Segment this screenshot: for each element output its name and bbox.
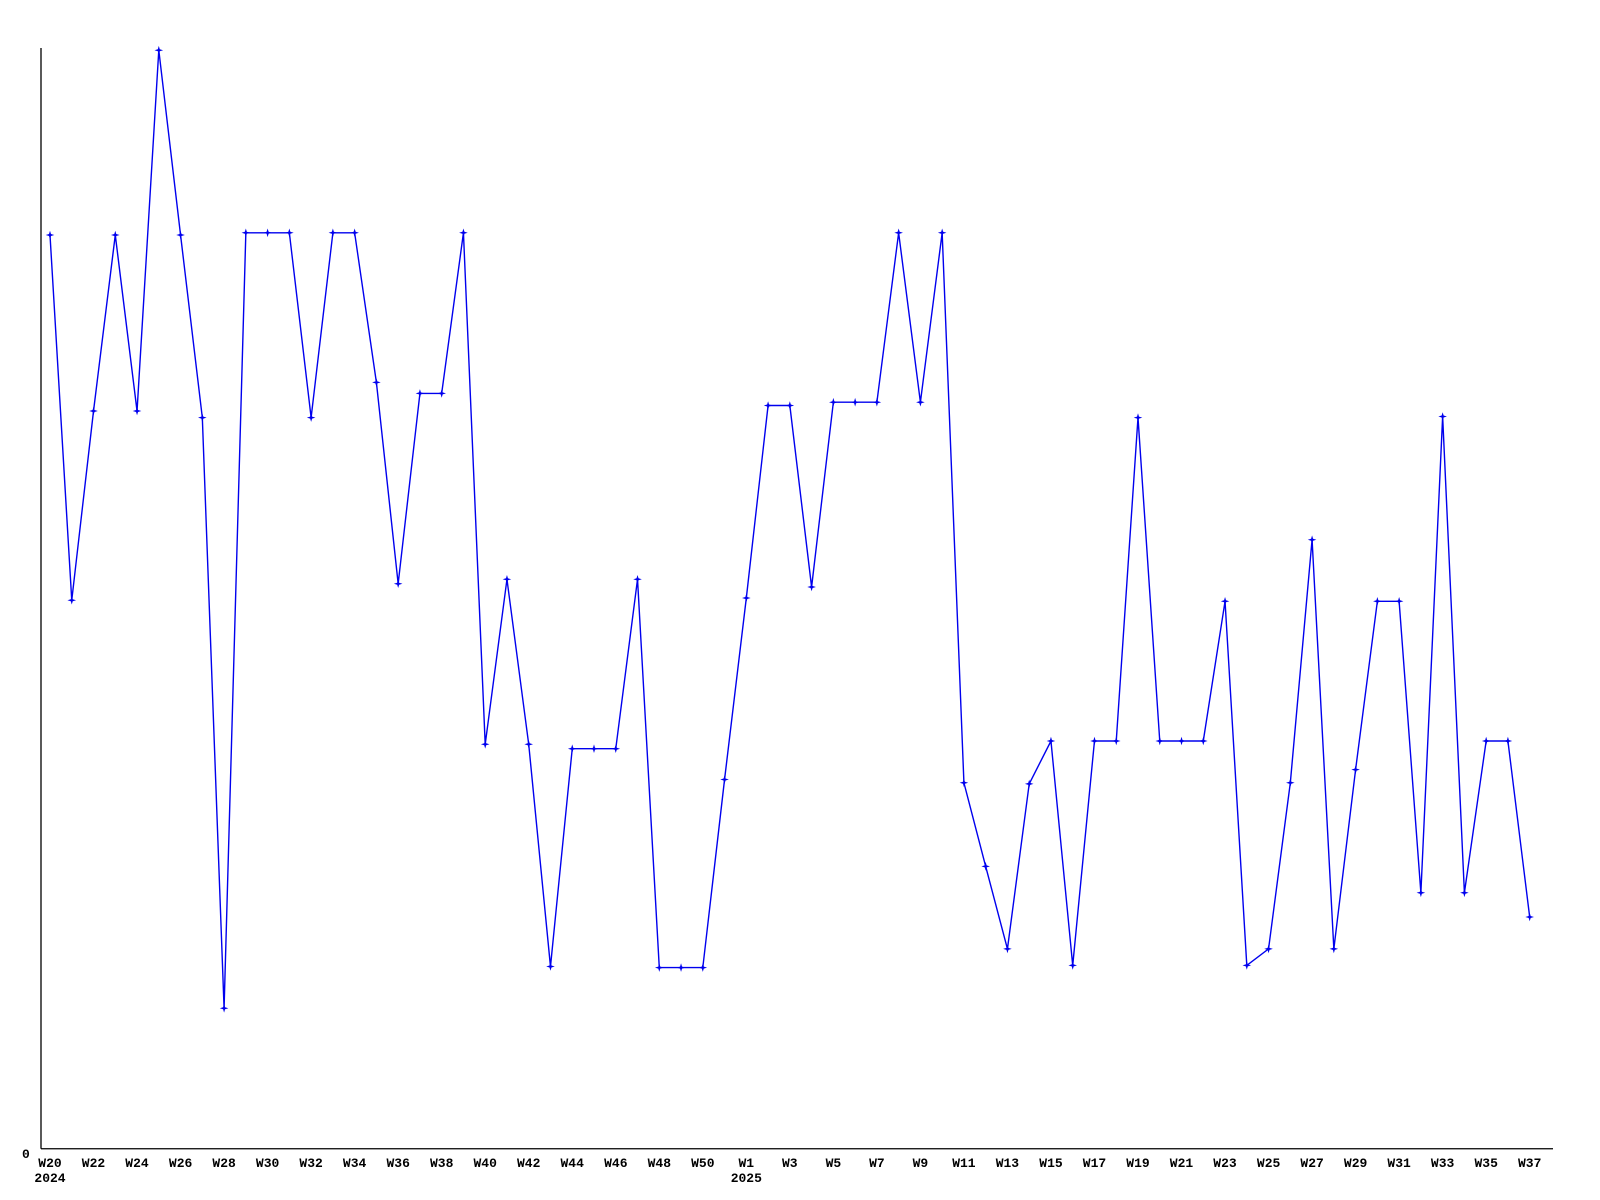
svg-text:W17: W17: [1083, 1156, 1106, 1171]
svg-text:W31: W31: [1387, 1156, 1411, 1171]
svg-text:W23: W23: [1213, 1156, 1237, 1171]
svg-text:W29: W29: [1344, 1156, 1368, 1171]
svg-text:W37: W37: [1518, 1156, 1541, 1171]
svg-text:2024: 2024: [34, 1171, 65, 1186]
svg-text:W11: W11: [952, 1156, 976, 1171]
svg-text:W50: W50: [691, 1156, 715, 1171]
svg-text:W48: W48: [648, 1156, 672, 1171]
svg-text:W5: W5: [826, 1156, 842, 1171]
svg-text:W21: W21: [1170, 1156, 1194, 1171]
svg-text:W32: W32: [299, 1156, 323, 1171]
svg-text:W15: W15: [1039, 1156, 1063, 1171]
svg-text:W13: W13: [996, 1156, 1020, 1171]
svg-text:W35: W35: [1474, 1156, 1498, 1171]
svg-text:W26: W26: [169, 1156, 193, 1171]
svg-text:W40: W40: [473, 1156, 497, 1171]
svg-text:W19: W19: [1126, 1156, 1150, 1171]
svg-text:W1: W1: [738, 1156, 754, 1171]
svg-text:2025: 2025: [731, 1171, 762, 1186]
svg-text:W28: W28: [212, 1156, 236, 1171]
svg-text:W25: W25: [1257, 1156, 1281, 1171]
svg-text:W36: W36: [386, 1156, 410, 1171]
svg-text:W24: W24: [125, 1156, 149, 1171]
svg-text:W7: W7: [869, 1156, 885, 1171]
svg-text:W33: W33: [1431, 1156, 1455, 1171]
svg-text:W42: W42: [517, 1156, 541, 1171]
svg-text:W20: W20: [38, 1156, 62, 1171]
svg-text:W46: W46: [604, 1156, 628, 1171]
svg-text:W3: W3: [782, 1156, 798, 1171]
svg-text:W38: W38: [430, 1156, 454, 1171]
svg-text:W30: W30: [256, 1156, 280, 1171]
svg-text:W34: W34: [343, 1156, 367, 1171]
svg-text:W9: W9: [913, 1156, 929, 1171]
svg-text:W44: W44: [560, 1156, 584, 1171]
svg-text:W22: W22: [82, 1156, 106, 1171]
svg-text:0: 0: [22, 1147, 30, 1162]
svg-text:W27: W27: [1300, 1156, 1323, 1171]
